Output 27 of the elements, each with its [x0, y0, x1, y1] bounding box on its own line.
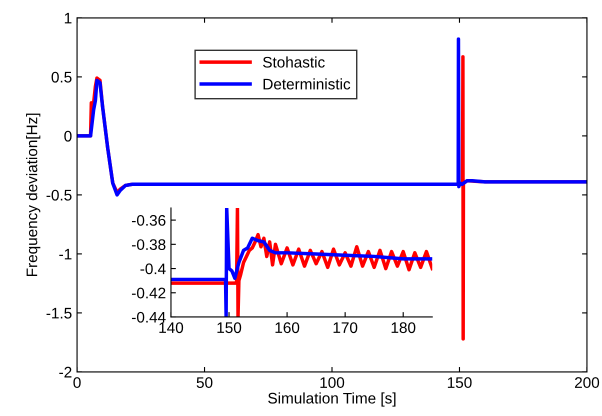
y-tick-label: -0.5: [46, 190, 72, 201]
x-tick-label: 140: [159, 322, 184, 334]
x-tick-label: 170: [334, 322, 358, 334]
line-series: [77, 37, 587, 197]
y-tick-label: -1.5: [46, 308, 72, 319]
x-tick-label: 160: [276, 322, 300, 334]
y-tick-label: 0: [64, 130, 72, 142]
y-tick-label: -0.4: [140, 263, 166, 274]
y-axis-title: Frequency deviation[Hz]: [26, 114, 40, 276]
x-tick-label: 200: [574, 377, 600, 388]
y-tick-label: -0.36: [132, 214, 166, 226]
x-tick-label: 150: [217, 322, 242, 334]
y-tick-label: -0.42: [132, 288, 166, 298]
legend-label: Deterministic: [264, 78, 350, 90]
y-tick-label: -0.44: [132, 312, 166, 323]
y-tick-label: 1: [64, 12, 72, 24]
y-tick-label: -1: [59, 248, 72, 260]
x-tick-label: 150: [448, 377, 472, 388]
y-tick-label: -2: [59, 366, 72, 378]
x-tick-label: 0: [73, 377, 81, 388]
y-tick-label: -0.38: [132, 239, 166, 250]
x-tick-label: 180: [392, 322, 416, 334]
x-tick-label: 100: [320, 377, 344, 388]
y-tick-label: 0.5: [52, 72, 72, 83]
legend-label: Stohastic: [263, 56, 325, 68]
x-tick-label: 50: [196, 377, 212, 388]
x-axis-title: Simulation Time [s]: [268, 392, 396, 407]
